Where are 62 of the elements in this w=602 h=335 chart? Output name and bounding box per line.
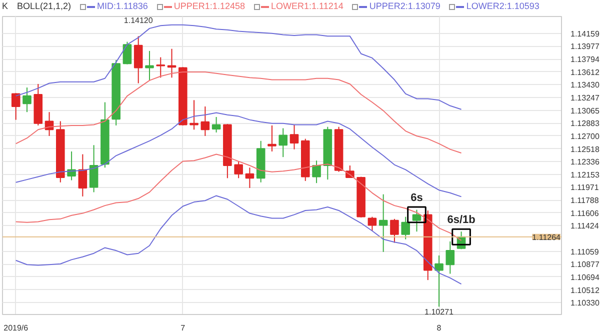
candlestick [122,41,132,65]
candlestick [89,144,98,193]
candlestick [312,160,321,184]
y-tick-label: 1.12883 [570,119,600,128]
y-tick-label: 1.12336 [570,158,600,167]
candlestick [156,56,166,78]
text: K [2,1,8,11]
x-tick-label: 7 [180,324,186,332]
candlestick [167,48,176,78]
legend-label: LOWER1:1.11214 [270,1,344,11]
annotation: 1.10271 [424,308,454,317]
x-tick-label: 2019/6 [4,324,29,332]
ref-line-label: 1.11264 [532,232,562,242]
candlestick [200,106,210,136]
candlestick [234,160,243,179]
candlestick [145,50,154,81]
legend-label: MID:1.11836 [96,1,148,11]
y-tick-label: 1.10512 [570,286,600,295]
y-tick-label: 1.11788 [570,196,600,206]
legend-label: UPPER2:1.13079 [368,1,440,11]
candlestick [278,128,288,158]
y-tick-label: 1.13065 [570,106,600,116]
chart-title: BOLL(21,1,2) [17,1,72,11]
candlestick [390,218,399,244]
y-tick-label: 1.12700 [570,132,600,141]
y-tick-label: 1.11606 [570,208,600,218]
candlestick [67,150,76,181]
candlestick [290,124,299,150]
y-tick-label: 1.13247 [570,94,600,103]
candlestick [412,209,422,232]
y-tick-label: 1.12153 [570,170,600,180]
legend-label: LOWER2:1.10593 [465,1,540,11]
x-tick-label: 8 [436,324,442,332]
y-tick-label: 1.11424 [570,222,600,231]
y-tick-label: 1.13612 [570,68,600,77]
line-series [15,72,462,154]
candlestick [11,92,20,120]
y-tick-label: 1.12518 [570,144,600,154]
candlestick [446,240,455,274]
candlestick [78,154,88,197]
candlestick [268,124,276,152]
candlestick [368,216,377,232]
candlestick [22,86,32,113]
y-tick-label: 1.10877 [570,260,600,270]
annotation: 6s [410,192,423,204]
y-tick-label: 1.13430 [570,80,600,90]
y-tick-label: 1.13977 [570,42,600,52]
legend-label: UPPER1:1.12458 [172,1,245,11]
y-tick-label: 1.11059 [570,247,600,256]
candlestick [134,36,143,84]
candlestick [434,254,444,308]
candlestick [212,116,221,133]
candlestick [378,194,388,252]
annotation: 1.14120 [124,16,154,26]
annotation: 6s/1b [447,214,476,226]
y-tick-label: 1.10694 [570,272,600,282]
y-tick-label: 1.11971 [570,183,600,192]
y-tick-label: 1.10330 [570,298,600,308]
y-tick-label: 1.13794 [570,55,600,64]
candlestick [245,167,254,188]
y-tick-label: 1.14159 [570,29,600,38]
candlestick [401,216,410,240]
